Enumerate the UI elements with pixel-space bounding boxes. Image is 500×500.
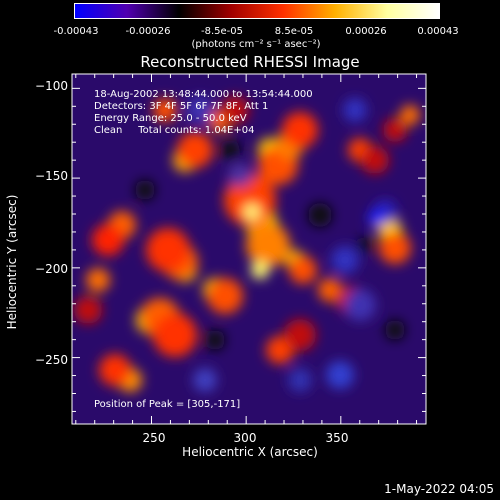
emission-blob (361, 146, 389, 174)
emission-blob (92, 224, 124, 256)
emission-blob (246, 223, 290, 267)
colorbar-tick: -0.00026 (125, 26, 171, 37)
emission-blob (357, 237, 373, 253)
emission-blob (282, 112, 318, 148)
colorbar-tick: -8.5e-05 (201, 26, 243, 37)
y-tick-label: −150 (35, 169, 68, 183)
emission-blob (343, 98, 367, 122)
emission-blob (379, 232, 411, 264)
plot-title: Reconstructed RHESSI Image (140, 53, 360, 71)
emission-blob (318, 278, 342, 302)
emission-blob (135, 180, 155, 200)
emission-blob (244, 204, 260, 220)
emission-blob (228, 163, 252, 187)
emission-blob (400, 105, 420, 125)
y-tick-label: −250 (35, 353, 68, 367)
emission-blob (383, 118, 407, 142)
y-tick-label: −200 (35, 262, 68, 276)
x-axis-label: Heliocentric X (arcsec) (182, 445, 318, 459)
emission-blob (99, 354, 131, 386)
emission-blob (177, 132, 213, 168)
y-axis-label: Heliocentric Y (arcsec) (5, 194, 19, 330)
colorbar-tick: 0.00026 (345, 26, 387, 37)
emission-blob (186, 96, 214, 124)
emission-blob (385, 320, 405, 340)
emission-blob (288, 368, 312, 392)
emission-blob (153, 313, 197, 357)
info-time-range: 18-Aug-2002 13:48:44.000 to 13:54:44.000 (94, 89, 313, 100)
emission-blob (193, 368, 217, 392)
rhessi-image (72, 74, 426, 424)
emission-blob (284, 319, 316, 351)
emission-blob (224, 174, 276, 226)
emission-blob (146, 228, 190, 272)
colorbar-tick: 8.5e-05 (274, 26, 314, 37)
x-tick-label: 250 (142, 431, 166, 445)
emission-blob (251, 261, 269, 279)
emission-blob (308, 203, 332, 227)
colorbar-units: (photons cm⁻² s⁻¹ asec⁻²) (191, 39, 321, 50)
colorbar-tick: 0.00043 (417, 26, 459, 37)
emission-blob (86, 268, 110, 292)
emission-blob (344, 289, 376, 321)
emission-blob (289, 256, 317, 284)
timestamp: 1-May-2022 04:05 (384, 482, 494, 496)
info-detectors: Detectors: 3F 4F 5F 6F 7F 8F, Att 1 (94, 101, 269, 112)
y-tick-label: −100 (35, 79, 68, 93)
x-tick-label: 350 (325, 431, 349, 445)
emission-blob (368, 210, 384, 226)
emission-blob (326, 361, 354, 389)
colorbar-tick: -0.00043 (53, 26, 99, 37)
emission-blob (205, 330, 225, 350)
emission-blob (331, 246, 359, 274)
x-tick-label: 300 (233, 431, 257, 445)
info-energy-range: Energy Range: 25.0 - 50.0 keV (94, 113, 247, 124)
info-peak-position: Position of Peak = [305,-171] (94, 399, 241, 410)
info-clean-counts: Clean Total counts: 1.04E+04 (94, 125, 255, 136)
emission-blob (207, 278, 243, 314)
emission-blob (220, 140, 240, 160)
plot-frame (71, 73, 427, 425)
emission-blob (74, 296, 102, 324)
emission-blob (153, 98, 177, 122)
colorbar (74, 3, 440, 19)
emission-blob (221, 96, 249, 124)
